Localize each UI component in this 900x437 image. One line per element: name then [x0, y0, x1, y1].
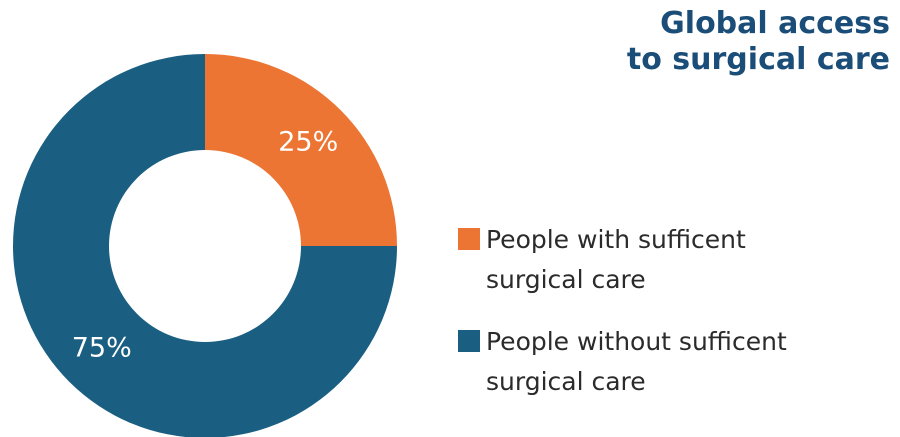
legend-label-without-care-line-2: surgical care	[486, 367, 646, 396]
legend-label-with-care-line-2: surgical care	[486, 265, 646, 294]
chart-title: Global access to surgical care	[570, 6, 890, 78]
legend-swatch-without-care	[458, 330, 480, 352]
legend-label-without-care: People without sufficent surgical care	[486, 322, 898, 402]
legend-item-with-care: People with sufficent surgical care	[458, 220, 898, 300]
chart-title-line-2: to surgical care	[626, 42, 890, 77]
donut-slices	[13, 54, 397, 437]
donut-value-labels: 25% 75%	[72, 126, 338, 363]
legend-item-without-care: People without sufficent surgical care	[458, 322, 898, 402]
legend-swatch-with-care	[458, 228, 480, 250]
slice-value-label-with-care: 25%	[278, 126, 338, 157]
legend-label-with-care-line-1: People with sufficent	[486, 225, 746, 254]
legend-label-without-care-line-1: People without sufficent	[486, 327, 787, 356]
slice-value-label-without-care: 75%	[72, 333, 132, 364]
donut-slice-without-care	[13, 54, 397, 437]
donut-slice-with-care	[205, 54, 397, 246]
chart-legend: People with sufficent surgical care Peop…	[458, 220, 898, 424]
legend-label-with-care: People with sufficent surgical care	[486, 220, 898, 300]
chart-title-line-1: Global access	[660, 6, 890, 41]
